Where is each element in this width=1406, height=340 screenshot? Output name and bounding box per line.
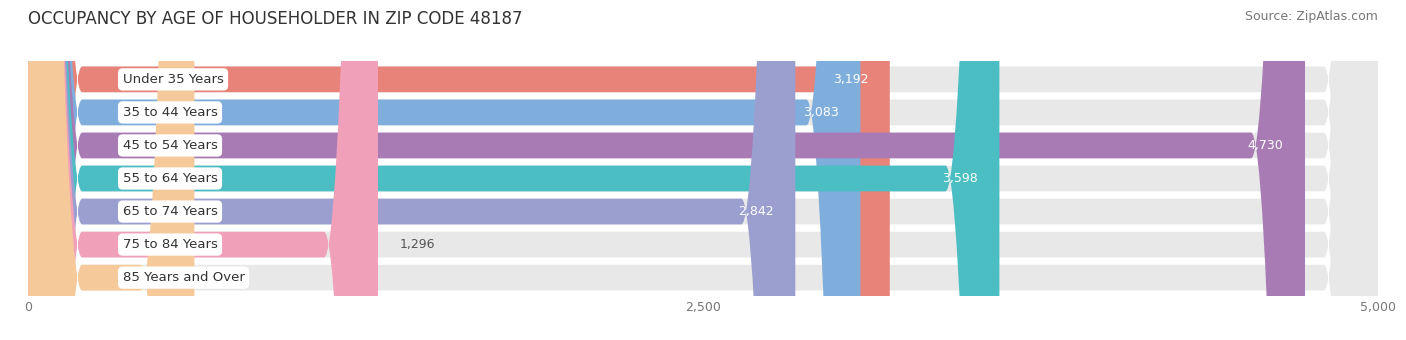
Text: 1,296: 1,296	[399, 238, 434, 251]
Text: Under 35 Years: Under 35 Years	[122, 73, 224, 86]
Text: 3,083: 3,083	[803, 106, 839, 119]
FancyBboxPatch shape	[28, 0, 890, 340]
Text: Source: ZipAtlas.com: Source: ZipAtlas.com	[1244, 10, 1378, 23]
FancyBboxPatch shape	[28, 0, 378, 340]
Text: 75 to 84 Years: 75 to 84 Years	[122, 238, 218, 251]
FancyBboxPatch shape	[28, 0, 1378, 340]
FancyBboxPatch shape	[28, 0, 1378, 340]
FancyBboxPatch shape	[28, 0, 860, 340]
FancyBboxPatch shape	[28, 0, 1378, 340]
Text: 616: 616	[217, 271, 239, 284]
FancyBboxPatch shape	[28, 0, 194, 340]
FancyBboxPatch shape	[28, 0, 1000, 340]
Text: 2,842: 2,842	[738, 205, 773, 218]
Text: OCCUPANCY BY AGE OF HOUSEHOLDER IN ZIP CODE 48187: OCCUPANCY BY AGE OF HOUSEHOLDER IN ZIP C…	[28, 10, 523, 28]
Text: 3,598: 3,598	[942, 172, 977, 185]
Text: 35 to 44 Years: 35 to 44 Years	[122, 106, 218, 119]
Text: 3,192: 3,192	[832, 73, 869, 86]
Text: 45 to 54 Years: 45 to 54 Years	[122, 139, 218, 152]
FancyBboxPatch shape	[28, 0, 1378, 340]
Text: 55 to 64 Years: 55 to 64 Years	[122, 172, 218, 185]
FancyBboxPatch shape	[28, 0, 1378, 340]
FancyBboxPatch shape	[28, 0, 1305, 340]
Text: 65 to 74 Years: 65 to 74 Years	[122, 205, 218, 218]
FancyBboxPatch shape	[28, 0, 796, 340]
Text: 4,730: 4,730	[1247, 139, 1284, 152]
Text: 85 Years and Over: 85 Years and Over	[122, 271, 245, 284]
FancyBboxPatch shape	[28, 0, 1378, 340]
FancyBboxPatch shape	[28, 0, 1378, 340]
